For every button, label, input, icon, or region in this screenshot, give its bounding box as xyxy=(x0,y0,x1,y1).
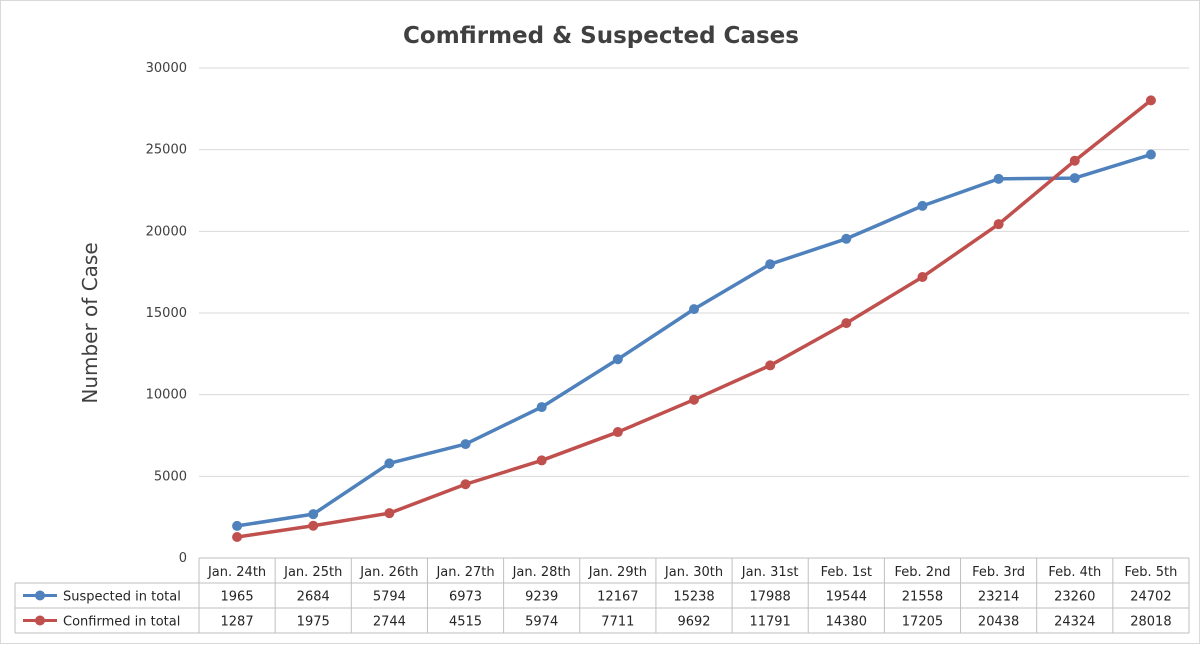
data-point xyxy=(993,219,1004,230)
data-point xyxy=(384,458,395,469)
data-point xyxy=(689,394,699,405)
x-tick-label: Feb. 4th xyxy=(1048,565,1101,580)
y-tick-label: 25000 xyxy=(146,143,187,158)
data-cell: 14380 xyxy=(826,615,867,630)
data-point xyxy=(612,354,623,365)
data-cell: 9239 xyxy=(525,590,558,605)
data-cell: 5974 xyxy=(525,615,558,630)
data-cell: 24702 xyxy=(1130,590,1171,605)
data-point xyxy=(612,427,623,438)
data-point xyxy=(460,439,471,450)
y-axis-ticks: 0 5000 10000 15000 20000 25000 30000 xyxy=(146,61,187,566)
data-point xyxy=(1069,173,1080,184)
data-point xyxy=(536,402,547,413)
x-tick-label: Jan. 24th xyxy=(207,565,266,580)
data-cell: 11791 xyxy=(749,615,790,630)
data-point xyxy=(765,259,776,270)
y-tick-label: 30000 xyxy=(146,61,187,76)
data-cell: 19544 xyxy=(826,590,867,605)
data-cell: 17205 xyxy=(902,615,943,630)
y-tick-label: 15000 xyxy=(146,306,187,321)
data-cell: 1287 xyxy=(221,615,254,630)
y-axis-label: Number of Case xyxy=(78,242,102,403)
x-tick-label: Feb. 3rd xyxy=(972,565,1025,580)
data-cell: 5794 xyxy=(373,590,406,605)
data-point xyxy=(689,304,699,315)
gridlines xyxy=(199,67,1189,477)
y-tick-label: 10000 xyxy=(146,388,187,403)
x-tick-label: Jan. 25th xyxy=(283,565,342,580)
y-tick-label: 5000 xyxy=(154,469,187,484)
data-cell: 21558 xyxy=(902,590,943,605)
data-point xyxy=(841,318,852,329)
legend-marker xyxy=(35,615,45,626)
data-cell: 4515 xyxy=(449,615,482,630)
data-cell: 17988 xyxy=(749,590,790,605)
x-tick-label: Jan. 30th xyxy=(664,565,723,580)
data-point xyxy=(1145,95,1156,106)
data-point xyxy=(1069,155,1080,166)
data-cell: 6973 xyxy=(449,590,482,605)
data-point xyxy=(232,520,243,531)
data-point xyxy=(536,455,547,466)
data-cell: 23214 xyxy=(978,590,1019,605)
data-point xyxy=(460,479,471,490)
data-point xyxy=(765,360,776,371)
data-cell: 2744 xyxy=(373,615,406,630)
data-cell: 2684 xyxy=(297,590,330,605)
data-point xyxy=(917,200,928,211)
data-cell: 24324 xyxy=(1054,615,1095,630)
data-point xyxy=(993,173,1004,184)
x-tick-label: Feb. 2nd xyxy=(894,565,950,580)
data-point xyxy=(232,531,243,542)
data-table: Jan. 24th Jan. 25th Jan. 26th Jan. 27th Jan.… xyxy=(14,557,1190,634)
x-tick-label: Feb. 1st xyxy=(821,565,872,580)
x-tick-label: Feb. 5th xyxy=(1124,565,1177,580)
data-point xyxy=(384,508,395,519)
data-cell: 9692 xyxy=(677,615,710,630)
legend-marker xyxy=(35,590,45,601)
legend-label: Suspected in total xyxy=(63,590,181,605)
data-cell: 12167 xyxy=(597,590,638,605)
data-cell: 20438 xyxy=(978,615,1019,630)
x-tick-label: Jan. 26th xyxy=(359,565,418,580)
data-cell: 15238 xyxy=(673,590,714,605)
x-tick-label: Jan. 31st xyxy=(741,565,799,580)
x-tick-label: Jan. 27th xyxy=(435,565,494,580)
x-tick-label: Jan. 28th xyxy=(512,565,571,580)
data-point xyxy=(917,271,928,282)
data-cell: 28018 xyxy=(1130,615,1171,630)
x-tick-label: Jan. 29th xyxy=(588,565,647,580)
data-point xyxy=(308,509,319,520)
y-tick-label: 20000 xyxy=(146,224,187,239)
data-point xyxy=(308,520,319,531)
data-cell: 1975 xyxy=(297,615,330,630)
series-lines xyxy=(232,95,1156,542)
data-point xyxy=(1145,149,1156,160)
y-tick-label: 0 xyxy=(179,551,187,566)
legend-label: Confirmed in total xyxy=(63,615,180,630)
chart-title: Comfirmed & Suspected Cases xyxy=(403,23,799,49)
data-cell: 23260 xyxy=(1054,590,1095,605)
data-cell: 7711 xyxy=(601,615,634,630)
data-cell: 1965 xyxy=(221,590,254,605)
data-point xyxy=(841,233,852,244)
